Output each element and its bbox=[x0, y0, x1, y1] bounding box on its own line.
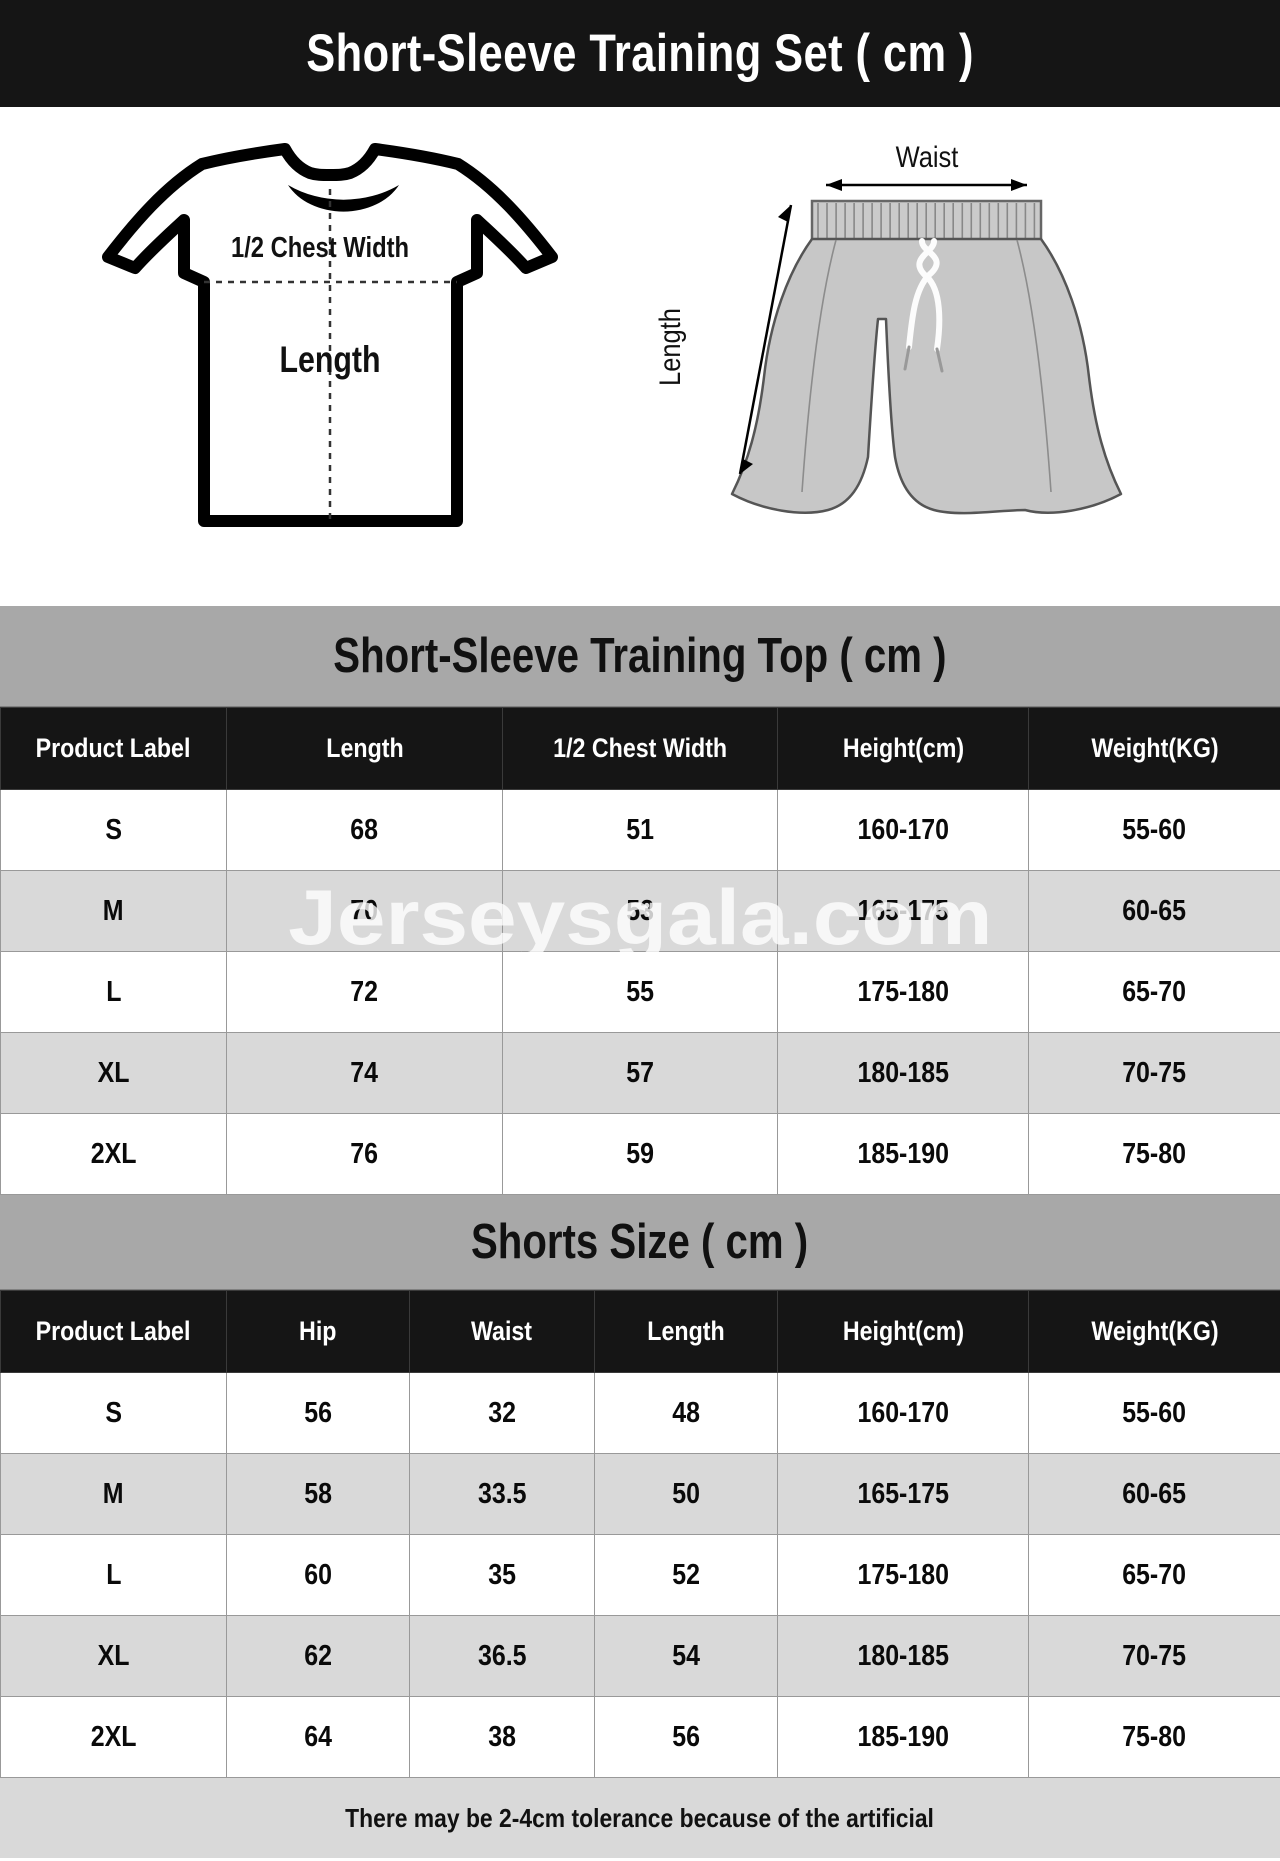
svg-text:Length: Length bbox=[653, 308, 686, 386]
svg-text:Waist: Waist bbox=[896, 140, 959, 173]
svg-text:Length: Length bbox=[279, 339, 380, 381]
svg-text:1/2 Chest Width: 1/2 Chest Width bbox=[231, 231, 409, 264]
